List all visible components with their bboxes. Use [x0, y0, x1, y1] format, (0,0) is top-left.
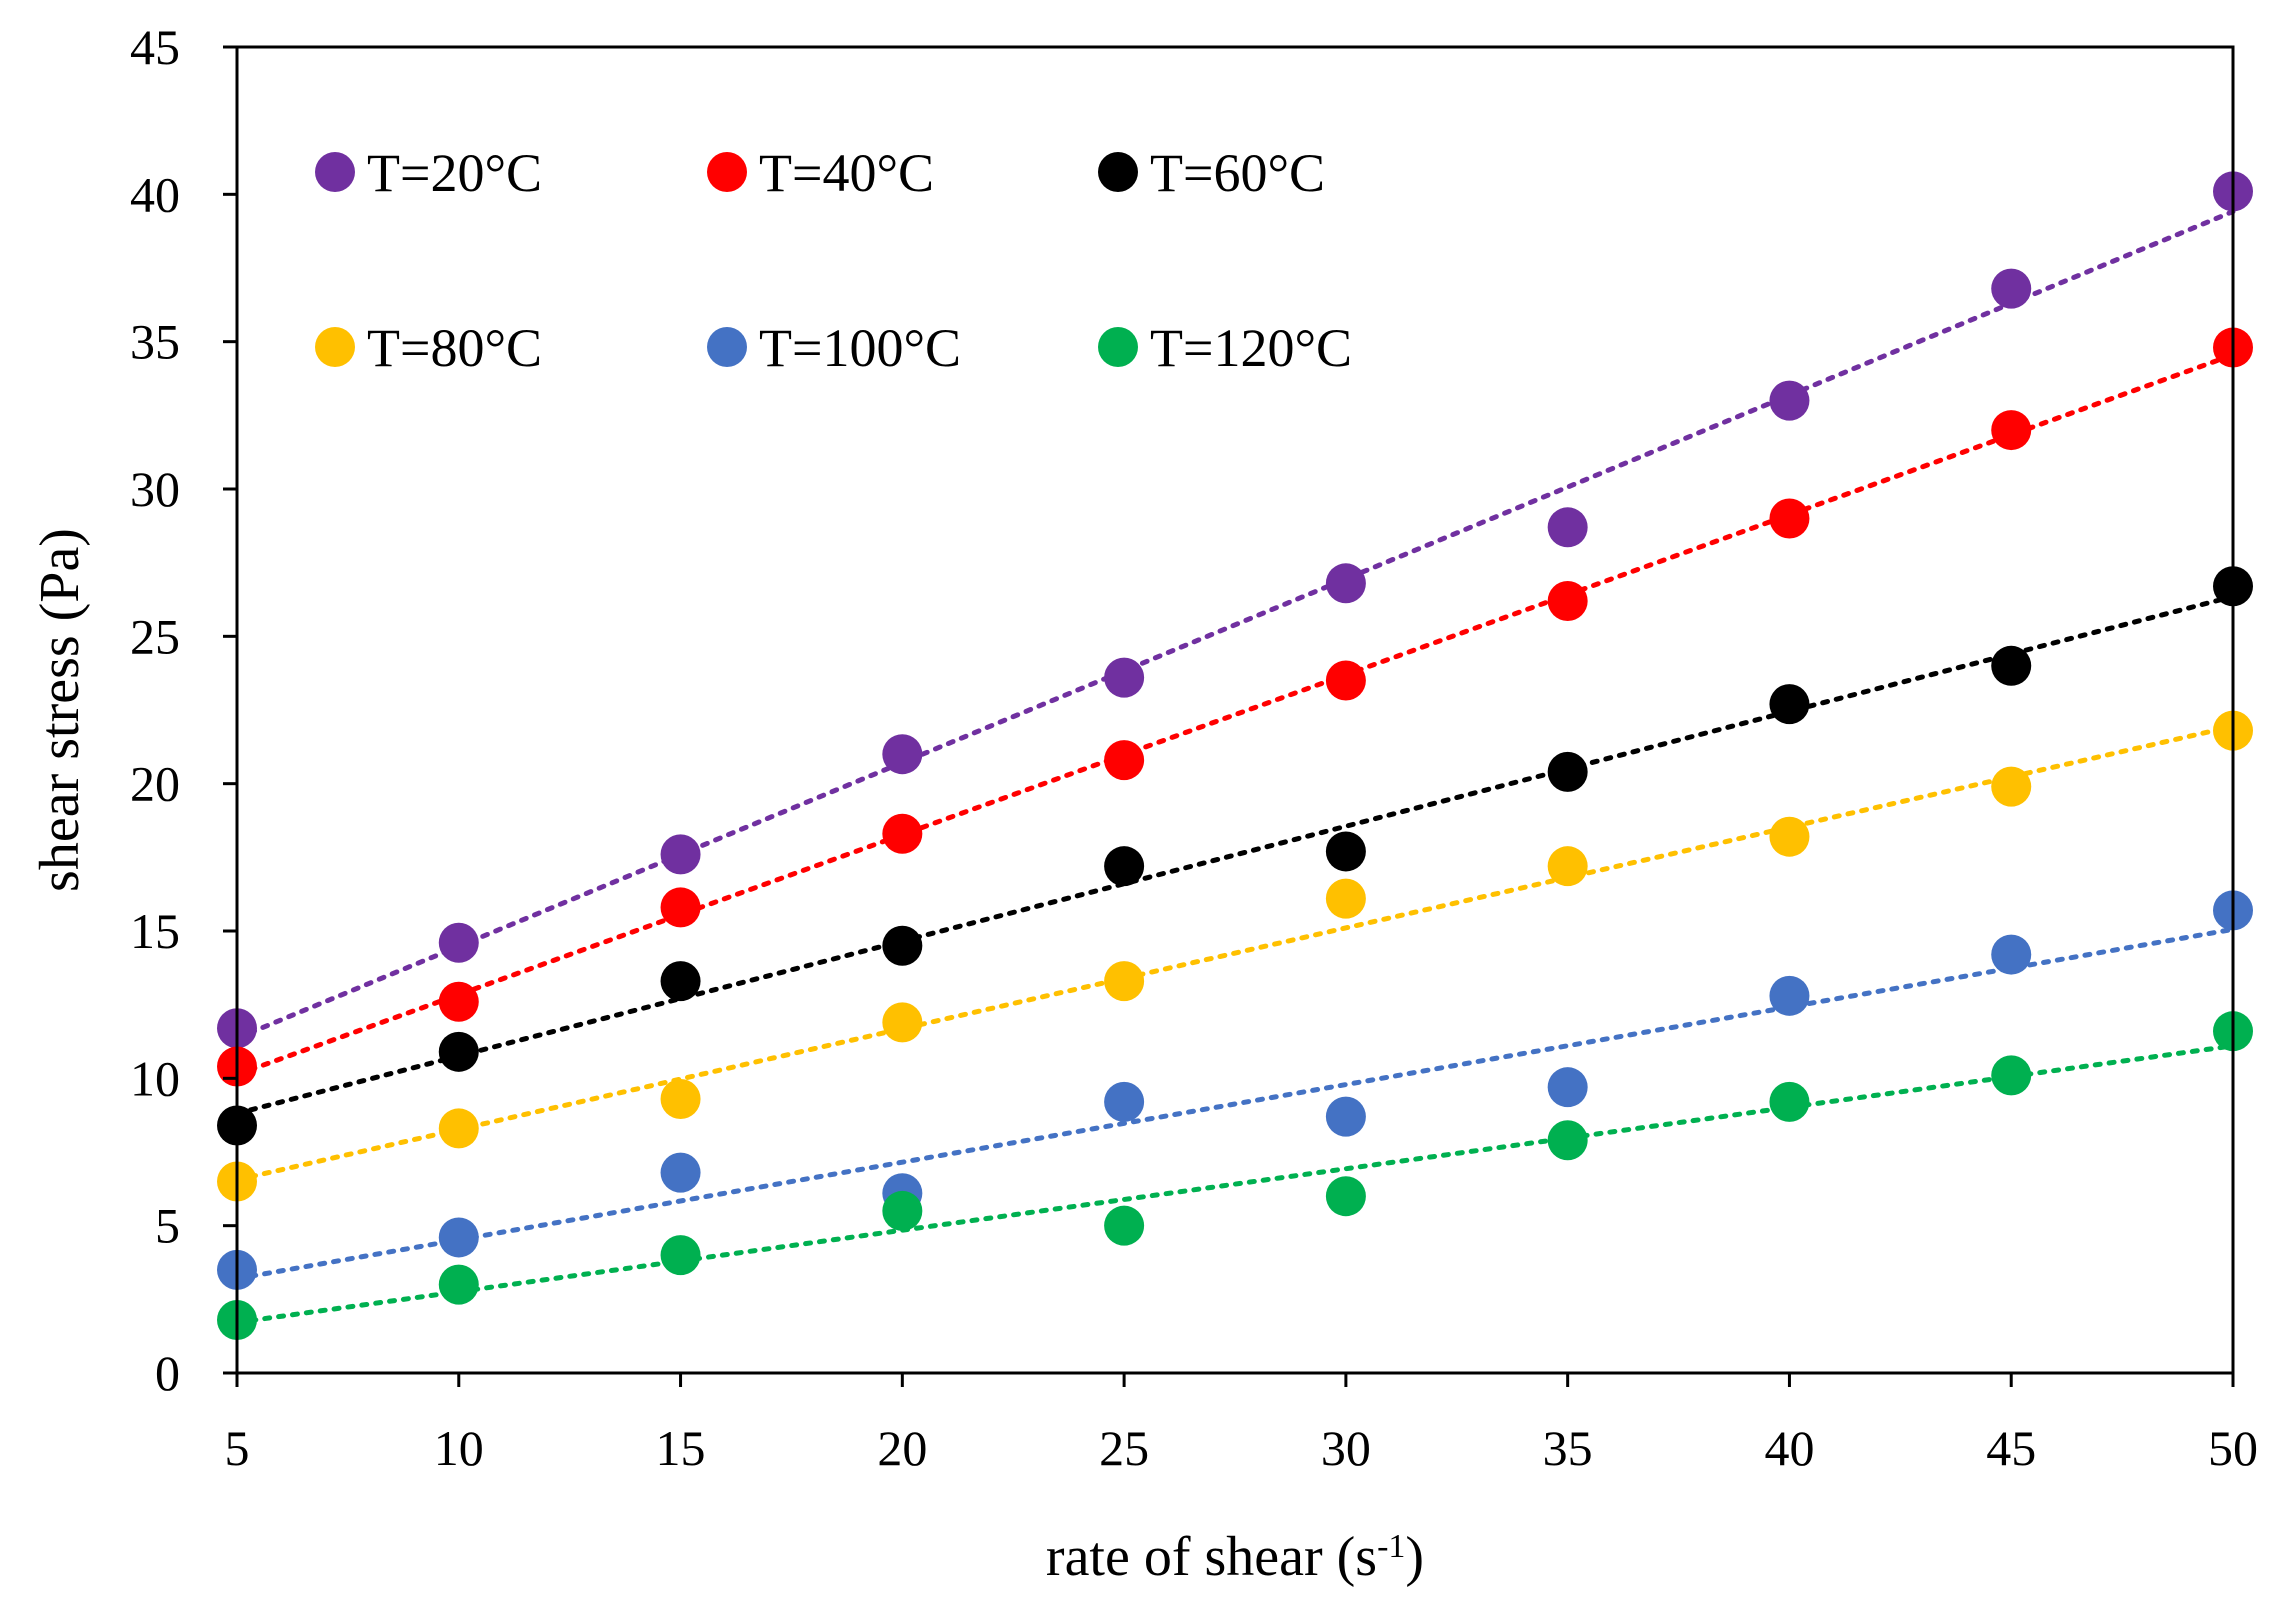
- y-tick-label: 40: [130, 166, 180, 222]
- legend-marker: [707, 152, 747, 192]
- data-point-series-6: [1325, 1176, 1366, 1217]
- data-point-series-5: [660, 1152, 701, 1193]
- legend-marker: [707, 327, 747, 367]
- data-point-series-6: [1991, 1055, 2032, 1096]
- x-tick-label: 30: [1321, 1420, 1371, 1476]
- legend: T=20°C T=40°C T=60°C T=80°C T=100°C T=120°C: [315, 143, 1352, 378]
- data-point-series-2: [660, 887, 701, 928]
- data-point-series-4: [438, 1108, 479, 1149]
- trendline-series-1: [234, 209, 2236, 1041]
- x-axis-title: rate of shear (s-1): [1046, 1526, 1424, 1588]
- x-tick-label: 25: [1099, 1420, 1149, 1476]
- plot-area-frame: [235, 45, 2235, 1375]
- data-point-series-2: [1769, 498, 1810, 539]
- x-tick-label: 45: [1986, 1420, 2036, 1476]
- data-point-series-5: [1325, 1096, 1366, 1137]
- x-tick-label: 15: [656, 1420, 706, 1476]
- x-tick-label: 40: [1764, 1420, 1814, 1476]
- data-point-series-3: [1769, 684, 1810, 725]
- y-tick-label: 15: [130, 903, 180, 959]
- data-point-series-1: [1769, 380, 1810, 421]
- legend-label: T=80°C: [367, 318, 542, 378]
- data-point-series-4: [882, 1002, 923, 1043]
- data-point-series-4: [1769, 816, 1810, 857]
- data-point-series-2: [1104, 740, 1145, 781]
- data-point-series-4: [1991, 766, 2032, 807]
- data-point-series-1: [1325, 563, 1366, 604]
- data-point-series-3: [438, 1031, 479, 1072]
- data-point-series-3: [1104, 846, 1145, 887]
- trendline-series-4: [234, 723, 2236, 1183]
- data-point-series-6: [882, 1190, 923, 1231]
- y-tick-label: 10: [130, 1050, 180, 1106]
- data-point-series-3: [1325, 831, 1366, 872]
- legend-marker: [315, 152, 355, 192]
- data-point-series-2: [1547, 580, 1588, 621]
- trendline-series-3: [234, 594, 2236, 1116]
- data-point-series-3: [882, 925, 923, 966]
- data-point-series-1: [1991, 268, 2032, 309]
- x-tick-label: 10: [434, 1420, 484, 1476]
- data-point-series-6: [660, 1235, 701, 1276]
- data-point-series-3: [660, 961, 701, 1002]
- y-tick-label: 25: [130, 608, 180, 664]
- data-point-series-3: [1991, 645, 2032, 686]
- data-point-series-6: [1769, 1081, 1810, 1122]
- data-point-series-6: [1547, 1120, 1588, 1161]
- data-point-series-5: [438, 1217, 479, 1258]
- x-axis-title-superscript: -1: [1377, 1528, 1405, 1565]
- legend-label: T=120°C: [1150, 318, 1352, 378]
- data-point-series-2: [882, 813, 923, 854]
- trendline-series-5: [234, 926, 2236, 1282]
- data-point-series-4: [1547, 846, 1588, 887]
- x-axis-title-main: rate of shear (s: [1046, 1526, 1377, 1588]
- x-axis-ticks: 5 10 15 20 25 30 35 40 45 50: [225, 1373, 2258, 1476]
- y-tick-label: 30: [130, 461, 180, 517]
- data-point-series-1: [882, 734, 923, 775]
- data-point-series-6: [438, 1264, 479, 1305]
- trendline-layer: [234, 209, 2236, 1325]
- y-axis-ticks: 0 5 10 15 20 25 30 35 40 45: [130, 19, 237, 1401]
- data-point-series-1: [1547, 507, 1588, 548]
- data-point-series-5: [1769, 975, 1810, 1016]
- data-point-series-5: [1547, 1067, 1588, 1108]
- data-point-series-4: [660, 1078, 701, 1119]
- x-tick-label: 5: [225, 1420, 250, 1476]
- data-point-series-4: [1104, 961, 1145, 1002]
- x-tick-label: 35: [1543, 1420, 1593, 1476]
- data-point-series-2: [438, 981, 479, 1022]
- y-tick-label: 45: [130, 19, 180, 75]
- x-tick-label: 50: [2208, 1420, 2258, 1476]
- data-point-series-2: [1991, 410, 2032, 451]
- data-point-series-1: [1104, 657, 1145, 698]
- data-point-layer: [217, 171, 2253, 1340]
- y-axis-title: shear stress (Pa): [29, 528, 91, 892]
- legend-label: T=100°C: [759, 318, 961, 378]
- legend-label: T=40°C: [759, 143, 934, 203]
- data-point-series-1: [660, 834, 701, 875]
- y-tick-label: 35: [130, 314, 180, 370]
- y-tick-label: 0: [155, 1345, 180, 1401]
- data-point-series-4: [1325, 878, 1366, 919]
- y-tick-label: 5: [155, 1198, 180, 1254]
- trendline-series-2: [234, 352, 2236, 1078]
- legend-marker: [1098, 152, 1138, 192]
- trendline-series-6: [234, 1043, 2236, 1325]
- x-axis-title-close: ): [1405, 1526, 1424, 1588]
- y-tick-label: 20: [130, 756, 180, 812]
- data-point-series-6: [1104, 1205, 1145, 1246]
- data-point-series-1: [438, 922, 479, 963]
- data-point-series-2: [1325, 660, 1366, 701]
- data-point-series-5: [1104, 1081, 1145, 1122]
- legend-marker: [315, 327, 355, 367]
- legend-label: T=60°C: [1150, 143, 1325, 203]
- data-point-series-3: [1547, 751, 1588, 792]
- x-tick-label: 20: [877, 1420, 927, 1476]
- legend-label: T=20°C: [367, 143, 542, 203]
- data-point-series-5: [1991, 934, 2032, 975]
- legend-marker: [1098, 327, 1138, 367]
